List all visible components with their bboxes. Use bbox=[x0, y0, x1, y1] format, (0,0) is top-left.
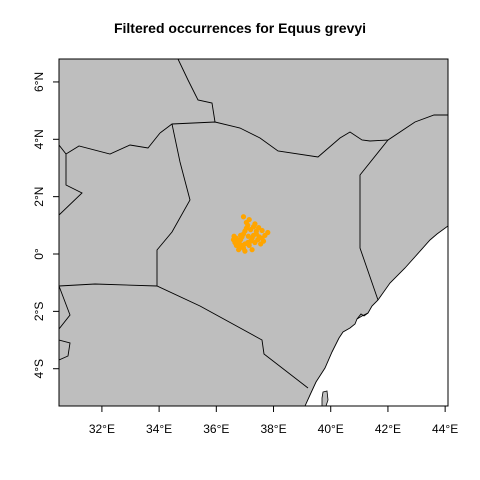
occurrence-point bbox=[249, 247, 255, 253]
occurrence-point bbox=[238, 232, 244, 238]
x-tick-label: 32°E bbox=[89, 422, 115, 436]
y-tick-label: 4°N bbox=[32, 129, 46, 149]
occurrence-point bbox=[260, 238, 267, 244]
y-tick-label: 2°N bbox=[32, 187, 46, 207]
x-tick-label: 36°E bbox=[203, 422, 229, 436]
plot-frame bbox=[58, 58, 449, 407]
occurrence-point bbox=[240, 214, 247, 220]
occurrence-point bbox=[246, 216, 252, 223]
occurrence-point bbox=[265, 229, 271, 236]
occurrence-point bbox=[245, 233, 251, 239]
map-title: Filtered occurrences for Equus grevyi bbox=[113, 20, 367, 36]
x-tick-label: 42°E bbox=[375, 422, 401, 436]
country-borders bbox=[59, 59, 448, 389]
occurrence-point bbox=[252, 221, 258, 227]
y-tick-label: 6°N bbox=[32, 72, 46, 92]
x-tick-label: 44°E bbox=[432, 422, 458, 436]
y-tick-label: 2°S bbox=[32, 302, 46, 321]
x-tick-label: 38°E bbox=[260, 422, 286, 436]
occurrence-point bbox=[242, 248, 248, 254]
x-tick-label: 40°E bbox=[318, 422, 344, 436]
x-tick-label: 34°E bbox=[146, 422, 172, 436]
occurrence-point bbox=[236, 247, 242, 253]
occurrence-point bbox=[256, 225, 262, 231]
occurrence-points bbox=[230, 214, 271, 254]
land-mass bbox=[59, 59, 448, 406]
occurrence-point bbox=[252, 239, 258, 246]
x-axis: 32°E 34°E 36°E 38°E 40°E 42°E 44°E bbox=[89, 406, 458, 436]
island bbox=[321, 390, 329, 406]
y-axis: 4°S 2°S 0° 2°N 4°N 6°N bbox=[32, 72, 59, 378]
y-tick-label: 0° bbox=[32, 248, 46, 260]
occurrence-point bbox=[230, 237, 237, 243]
y-tick-label: 4°S bbox=[32, 359, 46, 378]
occurrence-point bbox=[246, 242, 252, 249]
occurrence-point bbox=[259, 227, 265, 234]
